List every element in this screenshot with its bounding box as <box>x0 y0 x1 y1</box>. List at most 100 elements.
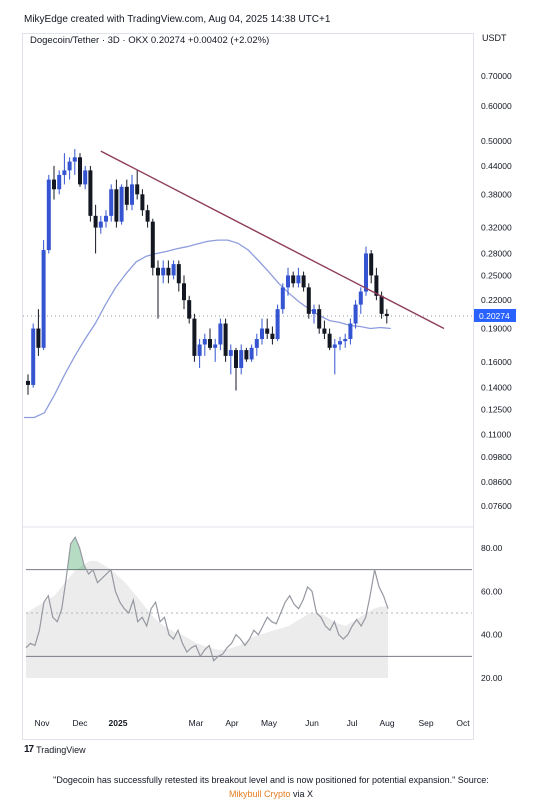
price-tick-label: 0.16000 <box>481 357 512 367</box>
price-tag-label: 0.20274 <box>479 311 510 321</box>
tradingview-logo-icon: 17 <box>24 744 34 755</box>
candle-body <box>88 170 93 216</box>
candle-body <box>301 275 306 288</box>
time-tick-label: Jun <box>305 718 319 728</box>
candle-body <box>114 189 119 222</box>
candle-body <box>348 323 353 340</box>
candle-body <box>119 186 124 222</box>
candle-body <box>312 309 316 314</box>
caption-source-link[interactable]: Mikybull Crypto <box>228 789 291 799</box>
tradingview-brand[interactable]: 17 TradingView <box>24 744 86 755</box>
candle-body <box>234 350 238 368</box>
candle-body <box>254 339 259 348</box>
candle-body <box>192 318 197 356</box>
price-tick-label: 0.11000 <box>481 429 511 439</box>
symbol-legend: Dogecoin/Tether · 3D · OKX 0.20274 +0.00… <box>30 35 270 46</box>
candle-body <box>244 350 249 360</box>
candle-body <box>150 221 155 268</box>
candle-body <box>135 184 140 195</box>
candle-body <box>280 287 285 310</box>
candle-body <box>202 339 207 345</box>
caption-via: via X <box>290 789 314 799</box>
price-tick-label: 0.28000 <box>481 248 512 258</box>
candle-body <box>31 328 36 385</box>
candle-body <box>374 275 379 296</box>
candle-body <box>36 328 41 348</box>
candle-body <box>327 333 332 348</box>
price-tick-label: 0.32000 <box>481 223 512 233</box>
rsi-overbought-fill <box>67 537 88 570</box>
time-tick-label: Apr <box>225 718 238 728</box>
candle-body <box>379 295 384 314</box>
price-tick-label: 0.22000 <box>481 295 512 305</box>
chart-frame <box>22 33 474 740</box>
candle-body <box>358 291 363 305</box>
price-tick-label: 0.14000 <box>481 383 512 393</box>
price-tick-label: 0.50000 <box>481 136 512 146</box>
candle-body <box>93 215 98 228</box>
candle-body <box>187 300 192 319</box>
created-by-label: MikyEdge created with TradingView.com, A… <box>24 14 331 25</box>
candle-body <box>83 170 88 185</box>
candle-body <box>57 174 62 190</box>
candle-body <box>67 161 72 171</box>
candle-body <box>109 189 114 216</box>
candle-body <box>208 339 212 348</box>
rsi-pane: 80.00 60.00 40.00 20.00 <box>23 526 503 683</box>
moving-average-line <box>24 239 391 419</box>
time-tick-label: Oct <box>456 718 470 728</box>
candle-body <box>260 328 264 340</box>
time-tick-label: Aug <box>379 718 394 728</box>
price-tag-bg <box>474 308 516 322</box>
candle-body <box>286 275 290 288</box>
tradingview-brand-label: TradingView <box>36 744 86 755</box>
candle-body <box>228 350 233 356</box>
caption-source-line: Mikybull Crypto via X <box>0 789 542 799</box>
candle-body <box>78 157 82 185</box>
rsi-tick-label: 40.00 <box>481 630 503 640</box>
rsi-tick-label: 20.00 <box>481 673 503 683</box>
candle-body <box>197 344 202 356</box>
candle-body <box>332 344 337 348</box>
candle-body <box>124 186 129 205</box>
time-tick-label: May <box>261 718 278 728</box>
currency-label: USDT <box>482 33 507 43</box>
candle-body <box>41 250 46 348</box>
time-tick-label: 2025 <box>109 718 128 728</box>
rsi-line <box>25 535 389 662</box>
candle-body <box>338 341 342 345</box>
candle-body <box>130 184 134 205</box>
price-tick-label: 0.07600 <box>481 501 512 511</box>
candle-body <box>72 157 77 162</box>
candle-body <box>161 267 166 276</box>
time-tick-label: Sep <box>418 718 433 728</box>
candle-body <box>265 328 270 334</box>
candle-body <box>353 304 358 324</box>
candle-body <box>156 267 160 276</box>
candle-body <box>239 350 244 368</box>
candle-body <box>218 323 223 345</box>
candle-body <box>46 179 51 251</box>
price-chart: 0.70000 0.60000 0.50000 0.44000 0.38000 0.320… <box>23 71 516 728</box>
candle-body <box>270 333 275 340</box>
candle-body <box>317 309 322 329</box>
candle-body <box>62 170 67 175</box>
resistance-trendline <box>100 150 445 330</box>
rsi-tick-label: 80.00 <box>481 543 503 553</box>
candle-body <box>171 264 176 276</box>
price-tick-label: 0.25000 <box>481 270 512 280</box>
candle-body <box>275 309 280 340</box>
candle-body <box>306 287 311 314</box>
candle-body <box>140 194 145 211</box>
time-tick-label: Mar <box>189 718 204 728</box>
candle-body <box>369 253 374 276</box>
price-tick-label: 0.44000 <box>481 161 512 171</box>
time-tick-label: Nov <box>34 718 50 728</box>
rsi-ma-area <box>26 561 388 678</box>
price-tick-label: 0.12500 <box>481 405 512 415</box>
price-tick-label: 0.70000 <box>481 71 512 81</box>
candle-body <box>296 275 301 284</box>
candle-body <box>322 328 327 334</box>
candle-body <box>343 339 348 342</box>
candle-body <box>249 347 254 360</box>
